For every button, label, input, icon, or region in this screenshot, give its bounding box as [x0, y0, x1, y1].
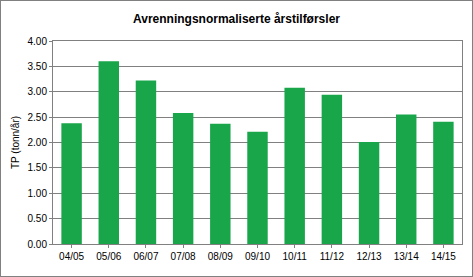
svg-text:10/11: 10/11: [283, 251, 308, 262]
svg-text:TP (tonn/år): TP (tonn/år): [10, 116, 21, 169]
svg-text:08/09: 08/09: [208, 251, 233, 262]
svg-text:05/06: 05/06: [96, 251, 121, 262]
svg-text:4.00: 4.00: [28, 36, 48, 47]
svg-text:12/13: 12/13: [357, 251, 382, 262]
svg-text:07/08: 07/08: [171, 251, 196, 262]
svg-text:0.50: 0.50: [28, 213, 48, 224]
svg-text:06/07: 06/07: [133, 251, 158, 262]
svg-text:04/05: 04/05: [59, 251, 84, 262]
svg-text:13/14: 13/14: [394, 251, 419, 262]
svg-text:Avrenningsnormaliserte årstilf: Avrenningsnormaliserte årstilførsler: [133, 12, 340, 26]
svg-text:2.00: 2.00: [28, 137, 48, 148]
svg-text:3.00: 3.00: [28, 86, 48, 97]
svg-text:2.50: 2.50: [28, 112, 48, 123]
svg-text:3.50: 3.50: [28, 61, 48, 72]
svg-text:14/15: 14/15: [431, 251, 456, 262]
svg-text:1.00: 1.00: [28, 188, 48, 199]
svg-text:0.00: 0.00: [28, 239, 48, 250]
svg-text:11/12: 11/12: [320, 251, 345, 262]
svg-text:1.50: 1.50: [28, 162, 48, 173]
svg-text:09/10: 09/10: [245, 251, 270, 262]
